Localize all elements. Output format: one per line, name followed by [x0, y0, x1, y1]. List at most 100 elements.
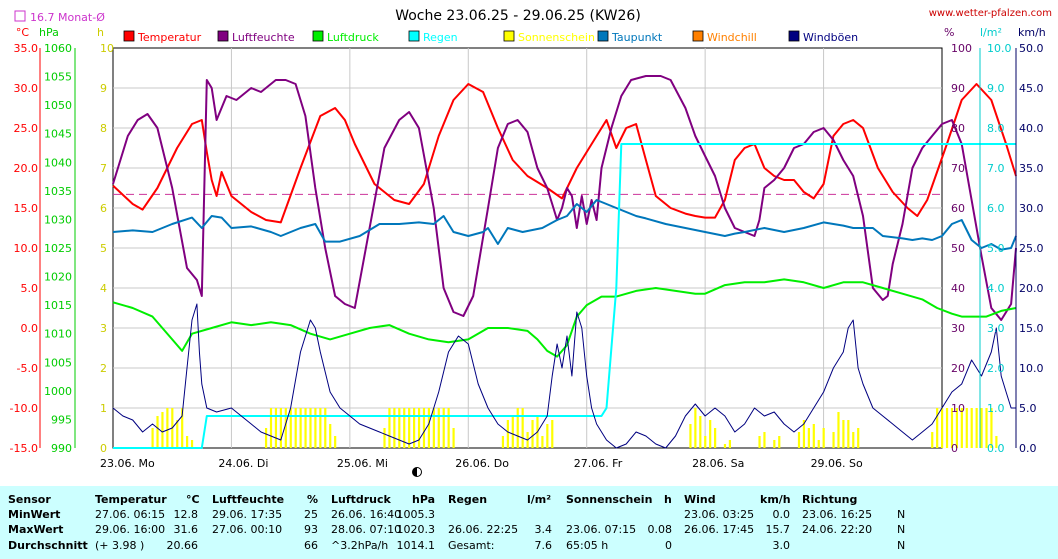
tick-label-pressure: 995	[51, 413, 72, 426]
sunshine-bar	[289, 408, 292, 448]
tick-label-sun: 2	[100, 362, 107, 375]
sunshine-bar	[408, 408, 411, 448]
x-tick-label: 29.06. So	[811, 457, 863, 470]
stats-max-rain-val: 3.4	[534, 523, 553, 536]
legend-item: Windchill	[692, 30, 757, 44]
tick-label-sun: 8	[100, 122, 107, 135]
axis-unit-pressure: hPa	[39, 26, 59, 39]
tick-label-rain: 5.0	[987, 242, 1005, 255]
grid	[112, 47, 943, 449]
tick-label-pressure: 1030	[44, 213, 72, 226]
tick-label-sun: 5	[100, 242, 107, 255]
tick-label-wind: 35.0	[1019, 162, 1044, 175]
sunshine-bar	[511, 416, 514, 448]
sunshine-bar	[714, 428, 717, 448]
x-tick-label: 27.06. Fr	[574, 457, 623, 470]
sunshine-bar	[763, 432, 766, 448]
sunshine-bar	[950, 408, 954, 448]
monthly-average-label: 16.7 Monat-Ø	[30, 11, 105, 24]
legend-label: Windböen	[803, 31, 858, 44]
sunshine-bar	[797, 432, 801, 448]
sunshine-bar	[723, 444, 727, 448]
tick-label-rain: 9.0	[987, 82, 1005, 95]
sunshine-bar	[294, 408, 297, 448]
stats-max-wind-val: 15.7	[765, 523, 791, 536]
legend-item: Temperatur	[123, 30, 202, 44]
axis-unit-wind: km/h	[1018, 26, 1046, 39]
axes	[39, 48, 1017, 448]
sunshine-bar	[314, 408, 317, 448]
tick-label-wind: 5.0	[1019, 402, 1037, 415]
sunshine-bar	[985, 408, 988, 448]
tick-label-sun: 7	[100, 162, 107, 175]
tick-label-wind: 10.0	[1019, 362, 1044, 375]
sunshine-bars	[151, 408, 998, 448]
sunshine-bar	[437, 408, 440, 448]
stats-avg-sun-val: 0	[665, 539, 672, 552]
legend-item: Sonnenschein	[503, 30, 595, 44]
stats-header-temp-unit: °C	[186, 493, 200, 506]
stats-min-dir-time: 23.06. 16:25	[802, 508, 873, 521]
sunshine-bar	[842, 420, 845, 448]
sunshine-bar	[161, 412, 164, 448]
legend-label: Temperatur	[137, 31, 202, 44]
tick-label-wind: 30.0	[1019, 202, 1044, 215]
tick-label-humidity: 70	[951, 162, 965, 175]
axis-unit-humidity: %	[944, 26, 954, 39]
tick-label-pressure: 1000	[44, 385, 72, 398]
legend-swatch	[217, 30, 229, 42]
sunshine-bar	[156, 416, 159, 448]
sunshine-bar	[531, 420, 534, 448]
stats-header-sensor: Sensor	[8, 493, 51, 506]
stats-header-wind: Wind	[684, 493, 716, 506]
sunshine-bar	[334, 436, 337, 448]
stats-max-label: MaxWert	[8, 523, 64, 536]
stats-avg-rain-val: 7.6	[534, 539, 553, 552]
sunshine-bar	[941, 408, 944, 448]
sunshine-bar	[832, 432, 835, 448]
tick-label-pressure: 1005	[44, 356, 72, 369]
tick-label-rain: 6.0	[987, 202, 1005, 215]
tick-label-rain: 2.0	[987, 362, 1005, 375]
sunshine-bar	[166, 408, 169, 448]
stats-avg-wind-val: 3.0	[772, 539, 791, 552]
stats-max-dir-val: N	[897, 523, 906, 536]
stats-header-hum: Luftfeuchte	[212, 493, 285, 506]
stats-max-press-val: 1020.3	[396, 523, 436, 536]
x-tick-label: 28.06. Sa	[692, 457, 744, 470]
stats-avg-rain-time: Gesamt:	[448, 539, 495, 552]
tick-label-temp: 35.0	[14, 42, 39, 55]
stats-header-press-unit: hPa	[412, 493, 436, 506]
sunshine-bar	[812, 424, 815, 448]
x-tick-label: 26.06. Do	[455, 457, 509, 470]
stats-avg-dir-val: N	[897, 539, 906, 552]
stats-table: Sensor Temperatur °C Luftfeuchte % Luftd…	[0, 486, 1058, 559]
tick-label-sun: 4	[100, 282, 107, 295]
sunshine-bar	[442, 408, 445, 448]
sunshine-bar	[413, 408, 416, 448]
legend-swatch	[788, 30, 800, 42]
legend-item: Windböen	[788, 30, 858, 44]
stats-header-rain-unit: l/m²	[527, 493, 552, 506]
weather-chart: 35.030.025.020.015.010.05.00.0-5.0-10.0-…	[10, 8, 1052, 477]
sunshine-bar	[995, 436, 998, 448]
tick-label-rain: 8.0	[987, 122, 1005, 135]
x-tick-label: 24.06. Di	[218, 457, 268, 470]
tick-label-humidity: 0	[951, 442, 958, 455]
x-tick-label: 23.06. Mo	[100, 457, 155, 470]
sunshine-bar	[960, 408, 963, 448]
tick-label-temp: -10.0	[10, 402, 38, 415]
stats-min-hum-val: 25	[304, 508, 318, 521]
sunshine-bar	[694, 408, 697, 448]
sunshine-bar	[689, 424, 692, 448]
tick-label-sun: 3	[100, 322, 107, 335]
stats-min-press-val: 1005.3	[396, 508, 436, 521]
sunshine-bar	[427, 408, 431, 448]
legend-swatch	[312, 30, 324, 42]
sunshine-bar	[299, 408, 302, 448]
stats-min-wind-time: 23.06. 03:25	[684, 508, 755, 521]
legend-swatch	[408, 30, 420, 42]
stats-avg-sun-time: 65:05 h	[566, 539, 609, 552]
stats-header-press: Luftdruck	[331, 493, 391, 506]
sunshine-bar	[990, 408, 993, 448]
